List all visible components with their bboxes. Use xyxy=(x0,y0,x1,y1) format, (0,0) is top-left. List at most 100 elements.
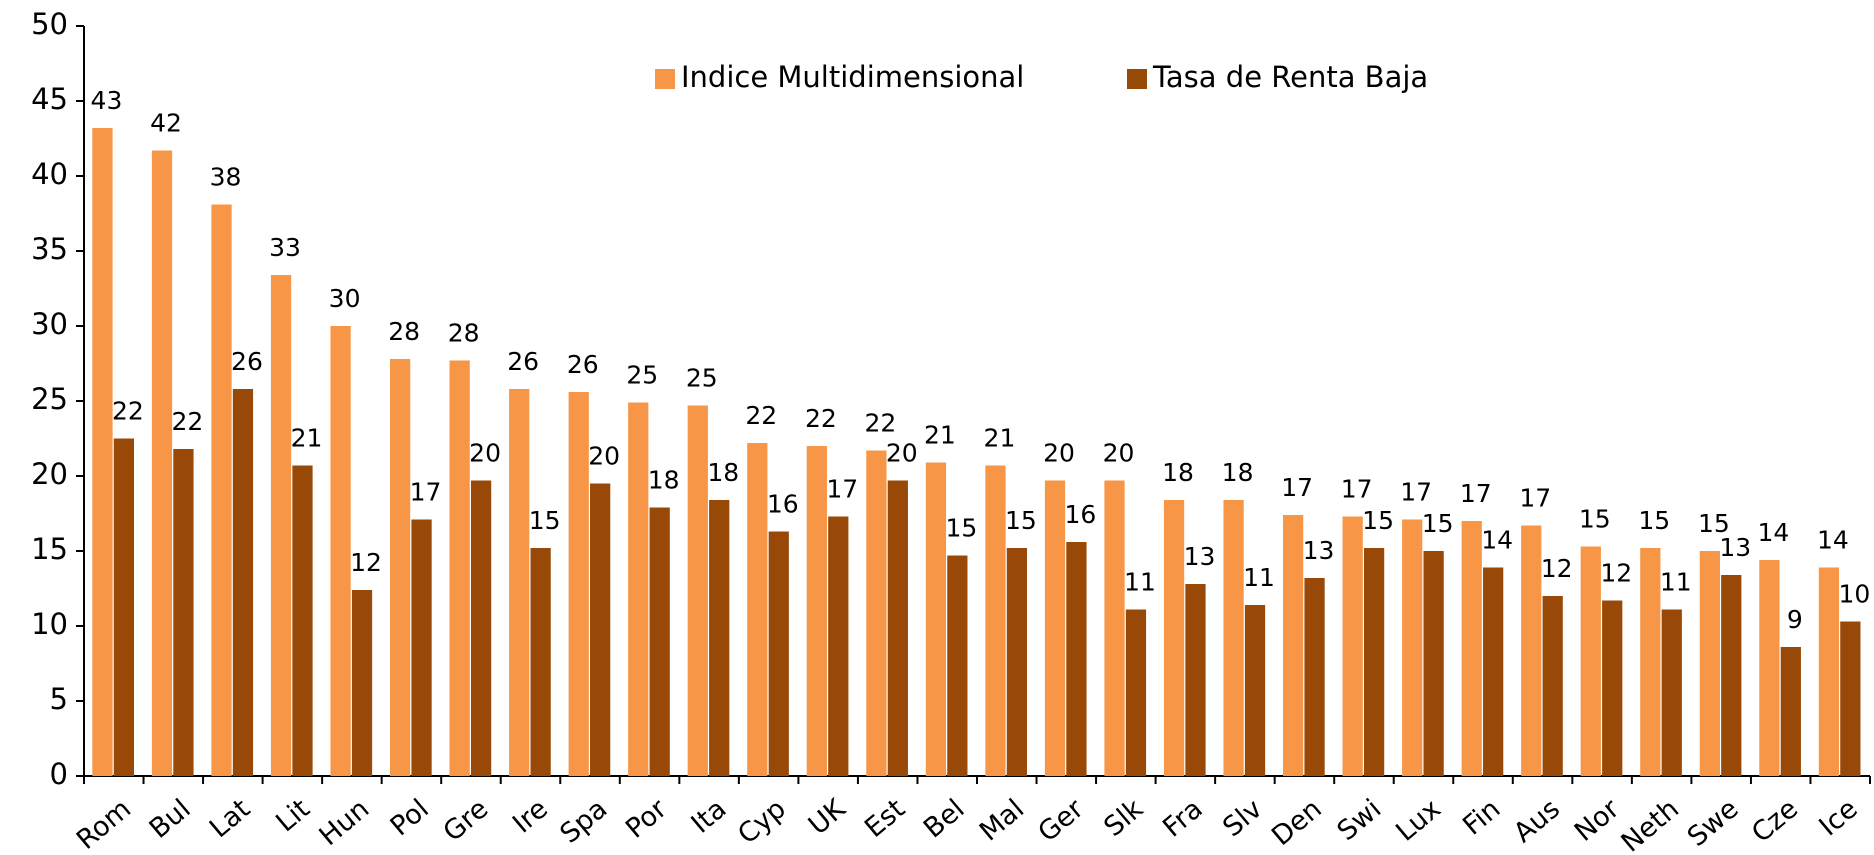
x-tick-label: Rom xyxy=(71,793,137,855)
x-tick-label: Hun xyxy=(314,793,376,852)
x-tick-label: Spa xyxy=(554,793,613,849)
bar xyxy=(1006,548,1028,776)
data-label: 9 xyxy=(1787,605,1803,634)
x-tick-label: Den xyxy=(1266,793,1328,852)
bar xyxy=(330,326,351,776)
data-label: 20 xyxy=(1043,439,1075,468)
x-tick-label: Lat xyxy=(204,793,256,844)
data-label: 15 xyxy=(1422,509,1454,538)
bar xyxy=(1461,521,1482,776)
x-tick-label: Ita xyxy=(686,793,733,839)
legend-label: Tasa de Renta Baja xyxy=(1152,60,1428,94)
bar xyxy=(1185,584,1206,776)
bar xyxy=(1304,578,1325,776)
data-label: 26 xyxy=(231,347,263,376)
y-tick-label: 50 xyxy=(31,7,68,41)
x-tick-label: Cze xyxy=(1746,793,1804,849)
bar xyxy=(887,480,908,776)
x-tick-label: Lit xyxy=(270,793,315,838)
data-label: 22 xyxy=(172,407,204,436)
bar xyxy=(173,449,194,776)
data-label: 14 xyxy=(1481,526,1513,555)
data-label: 15 xyxy=(1579,505,1611,534)
data-label: 25 xyxy=(686,364,718,393)
x-tick-label: Nor xyxy=(1569,793,1626,848)
y-tick-label: 15 xyxy=(31,532,68,566)
x-tick-label: Ire xyxy=(507,793,554,839)
x-tick-label: Ice xyxy=(1813,793,1863,842)
data-label: 26 xyxy=(507,347,539,376)
bar xyxy=(1244,605,1266,776)
bar xyxy=(411,519,432,776)
data-label: 17 xyxy=(826,475,858,504)
data-label: 22 xyxy=(864,409,896,438)
bar xyxy=(747,443,768,776)
data-label: 22 xyxy=(745,401,777,430)
x-tick-label: Gre xyxy=(438,793,495,848)
legend-swatch xyxy=(1127,69,1147,89)
data-label: 15 xyxy=(1005,506,1037,535)
bar xyxy=(866,450,887,776)
bar xyxy=(687,405,708,776)
bar xyxy=(1342,516,1363,776)
x-tick-label: Slv xyxy=(1217,793,1268,843)
data-label: 16 xyxy=(767,490,799,519)
x-tick-label: Pol xyxy=(385,793,435,842)
data-label: 42 xyxy=(150,109,182,138)
bar xyxy=(449,360,470,776)
data-label: 12 xyxy=(1541,554,1573,583)
y-tick-label: 0 xyxy=(50,757,68,791)
data-label: 21 xyxy=(291,424,323,453)
data-label: 12 xyxy=(1600,559,1632,588)
data-label: 16 xyxy=(1065,500,1097,529)
bar xyxy=(470,480,492,776)
data-label: 12 xyxy=(350,548,382,577)
data-label: 21 xyxy=(924,421,956,450)
data-label: 17 xyxy=(1281,473,1313,502)
data-label: 20 xyxy=(886,439,918,468)
bar xyxy=(1483,567,1504,776)
data-label: 21 xyxy=(984,424,1016,453)
bar xyxy=(1283,515,1304,776)
legend-swatch xyxy=(655,69,675,89)
data-label: 15 xyxy=(945,514,977,543)
data-label: 18 xyxy=(707,458,739,487)
bar xyxy=(1780,647,1801,776)
data-label: 18 xyxy=(1162,458,1194,487)
bar xyxy=(1402,519,1423,776)
bar xyxy=(1699,551,1720,776)
bar xyxy=(1580,546,1601,776)
bar xyxy=(1542,596,1563,776)
data-label: 17 xyxy=(1400,478,1432,507)
bar xyxy=(1125,609,1147,776)
y-tick-label: 30 xyxy=(31,307,68,341)
x-tick-label: Mal xyxy=(974,793,1030,847)
data-label: 10 xyxy=(1838,580,1870,609)
data-label: 43 xyxy=(91,86,123,115)
data-label: 33 xyxy=(269,233,301,262)
y-tick-label: 20 xyxy=(31,457,68,491)
data-label: 14 xyxy=(1817,526,1849,555)
data-label: 13 xyxy=(1303,536,1335,565)
bar xyxy=(113,438,135,776)
data-label: 17 xyxy=(1519,484,1551,513)
y-tick-label: 45 xyxy=(31,82,68,116)
bar xyxy=(509,389,530,776)
bar xyxy=(768,531,789,776)
bar xyxy=(709,500,730,776)
bar xyxy=(211,204,232,776)
data-label: 13 xyxy=(1719,533,1751,562)
data-label: 26 xyxy=(567,350,599,379)
data-label: 15 xyxy=(1638,506,1670,535)
data-label: 38 xyxy=(210,163,242,192)
data-label: 17 xyxy=(1341,475,1373,504)
x-tick-label: Fra xyxy=(1157,793,1209,843)
y-tick-label: 5 xyxy=(50,682,68,716)
bar xyxy=(1640,548,1661,776)
bar xyxy=(590,483,611,776)
x-tick-label: Bul xyxy=(144,793,197,844)
data-label: 25 xyxy=(626,361,658,390)
y-tick-label: 25 xyxy=(31,382,68,416)
data-label: 20 xyxy=(1103,439,1135,468)
